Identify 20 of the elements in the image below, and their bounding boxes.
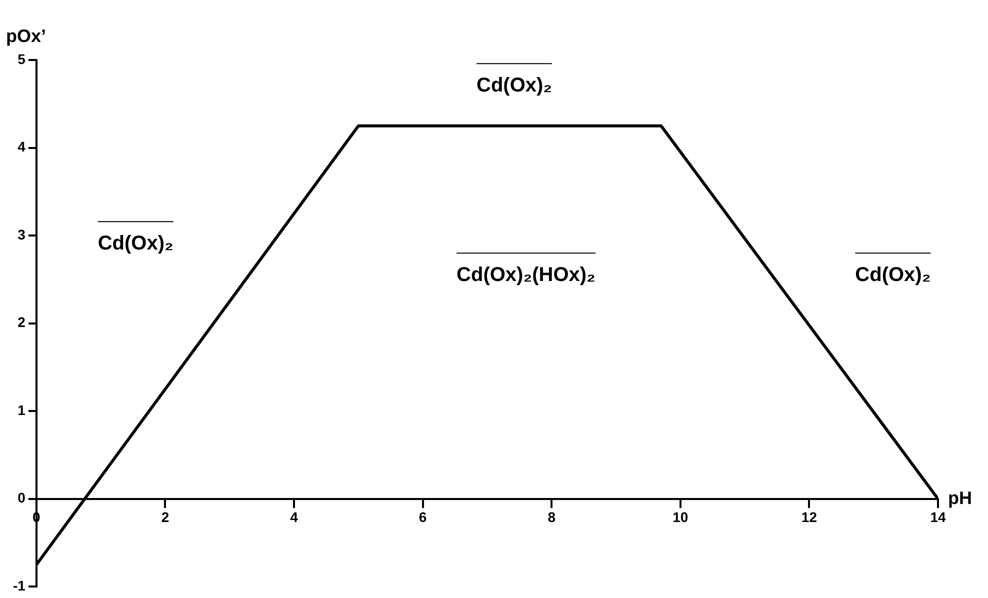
x-tick-label: 4 [290,509,298,526]
y-axis-title: pOx’ [6,26,46,46]
annotation: Cd(Ox)₂ [855,264,931,286]
annotation: Cd(Ox)₂(HOx)₂ [456,264,596,286]
y-tick-label: 1 [18,402,26,418]
x-tick-label: 8 [548,509,556,526]
annotation: Cd(Ox)₂ [476,74,552,97]
x-tick-label: 14 [930,509,946,526]
x-tick-label: 2 [161,509,170,526]
x-axis-title: pH [948,488,972,508]
x-tick-label: 6 [418,509,427,526]
y-tick-label: 3 [18,226,26,242]
annotation: Cd(Ox)₂ [98,232,174,255]
x-tick-label: 12 [801,509,818,526]
y-tick-label: 0 [18,490,26,506]
y-tick-label: 2 [18,314,26,330]
y-tick-label: 4 [18,138,26,155]
x-tick-label: 10 [672,509,688,526]
y-tick-label: 5 [18,50,26,67]
y-tick-label: -1 [12,577,26,594]
